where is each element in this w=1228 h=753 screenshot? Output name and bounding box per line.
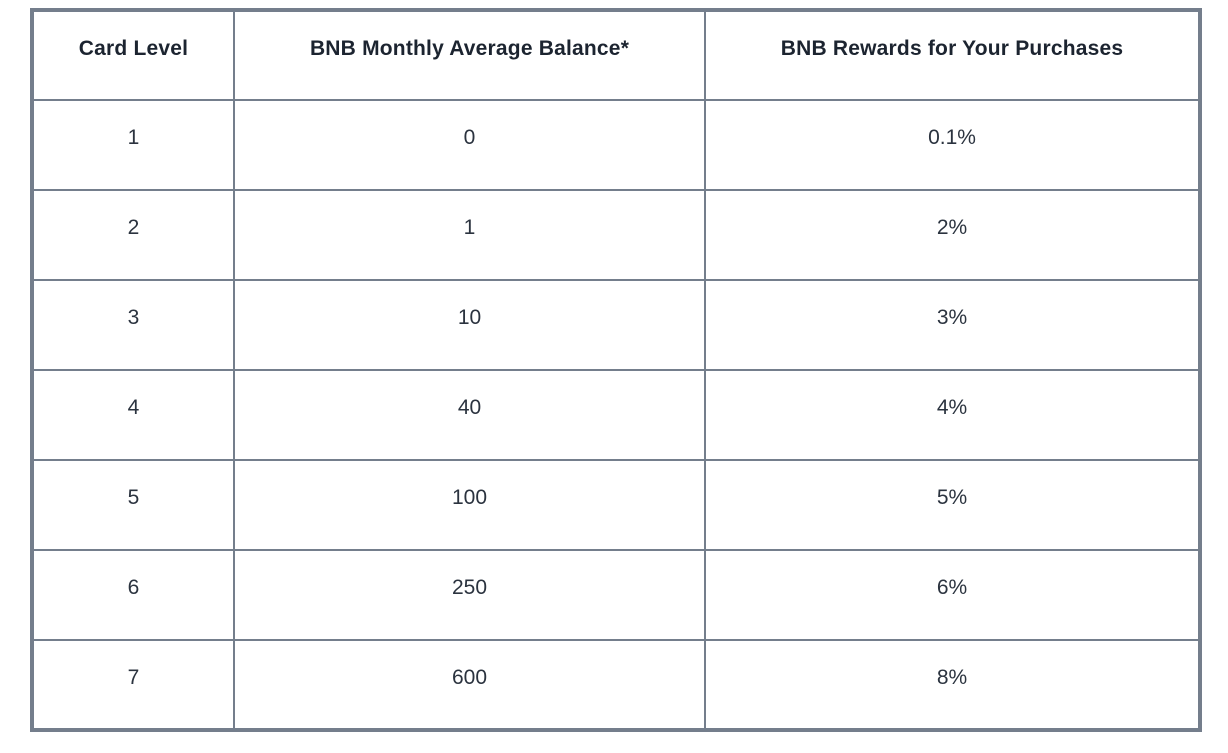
table-cell: 1 (233, 189, 706, 281)
table-row: 4 40 4% (31, 369, 1201, 461)
table-cell: 250 (233, 549, 706, 641)
column-header-0: Card Level (31, 9, 235, 101)
table-row: 3 10 3% (31, 279, 1201, 371)
table-cell: 6 (31, 549, 235, 641)
table-cell: 0 (233, 99, 706, 191)
table-cell: 2 (31, 189, 235, 281)
column-header-1: BNB Monthly Average Balance* (233, 9, 706, 101)
table-header: Card Level BNB Monthly Average Balance* BN… (31, 9, 1201, 101)
table-cell: 3 (31, 279, 235, 371)
table-cell: 6% (704, 549, 1201, 641)
table-cell: 5% (704, 459, 1201, 551)
table-cell: 7 (31, 639, 235, 731)
table-row: 5 100 5% (31, 459, 1201, 551)
rewards-table-container: Card Level BNB Monthly Average Balance* BN… (30, 8, 1202, 732)
table-cell: 8% (704, 639, 1201, 731)
table-body: 1 0 0.1% 2 1 2% 3 10 3% 4 40 4% 5 100 5% 6 250 6% 7 600 8% (31, 99, 1201, 731)
bnb-rewards-table: Card Level BNB Monthly Average Balance* BN… (30, 8, 1202, 732)
table-row: 1 0 0.1% (31, 99, 1201, 191)
table-cell: 10 (233, 279, 706, 371)
table-cell: 0.1% (704, 99, 1201, 191)
table-row: 6 250 6% (31, 549, 1201, 641)
table-cell: 2% (704, 189, 1201, 281)
table-cell: 4% (704, 369, 1201, 461)
table-row: 2 1 2% (31, 189, 1201, 281)
column-header-2: BNB Rewards for Your Purchases (704, 9, 1201, 101)
table-cell: 40 (233, 369, 706, 461)
table-cell: 1 (31, 99, 235, 191)
table-cell: 3% (704, 279, 1201, 371)
header-row: Card Level BNB Monthly Average Balance* BN… (31, 9, 1201, 101)
table-row: 7 600 8% (31, 639, 1201, 731)
table-cell: 600 (233, 639, 706, 731)
table-cell: 4 (31, 369, 235, 461)
table-cell: 5 (31, 459, 235, 551)
table-cell: 100 (233, 459, 706, 551)
